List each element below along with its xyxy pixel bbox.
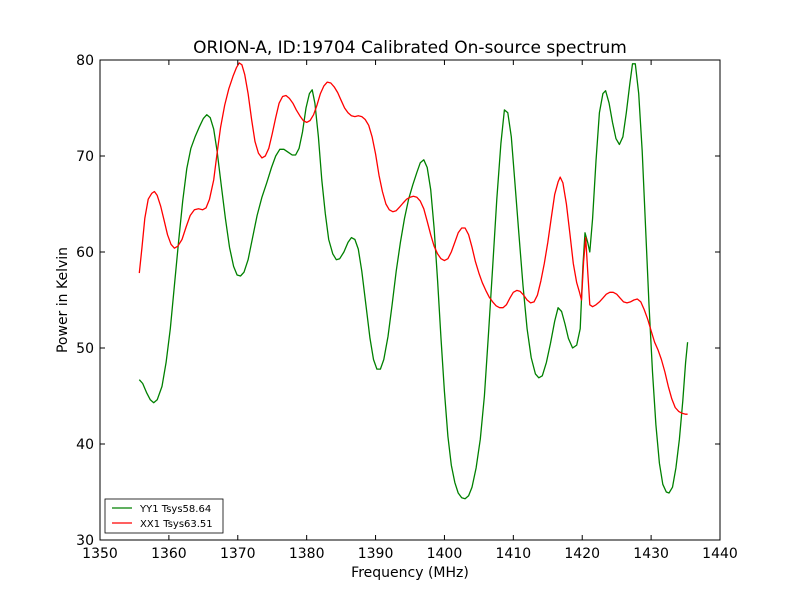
- series-line-yy1: [138, 63, 689, 500]
- y-tick-label: 50: [76, 341, 94, 357]
- x-tick-label: 1370: [220, 546, 256, 562]
- y-axis-label: Power in Kelvin: [55, 247, 71, 353]
- x-tick-label: 1360: [151, 546, 187, 562]
- series-layer: [138, 62, 689, 500]
- y-tick-label: 40: [76, 437, 94, 453]
- x-tick-label: 1400: [427, 546, 463, 562]
- y-tick-label: 80: [76, 53, 94, 69]
- ticks-layer: 1350 1360 1370 1380 1390 1400 1410 1420 1430 1440…: [76, 53, 738, 562]
- plot-area: [100, 60, 720, 540]
- x-tick-label: 1380: [289, 546, 325, 562]
- x-tick-label: 1440: [702, 546, 738, 562]
- series-line-xx1: [138, 62, 688, 415]
- x-tick-label: 1430: [633, 546, 669, 562]
- legend-box: [104, 498, 224, 534]
- legend: YY1 Tsys58.64 XX1 Tsys63.51: [104, 498, 224, 534]
- y-tick-label: 60: [76, 245, 94, 261]
- x-tick-label: 1390: [358, 546, 394, 562]
- y-tick-label: 30: [76, 533, 94, 549]
- x-tick-label: 1350: [82, 546, 118, 562]
- legend-label-yy1: YY1 Tsys58.64: [139, 504, 211, 515]
- y-tick-label: 70: [76, 149, 94, 165]
- x-tick-label: 1420: [564, 546, 600, 562]
- chart-title: ORION-A, ID:19704 Calibrated On-source s…: [193, 38, 627, 58]
- x-tick-label: 1410: [496, 546, 532, 562]
- plot-frame: [99, 59, 721, 541]
- x-axis-label: Frequency (MHz): [351, 565, 469, 581]
- legend-label-xx1: XX1 Tsys63.51: [140, 519, 213, 530]
